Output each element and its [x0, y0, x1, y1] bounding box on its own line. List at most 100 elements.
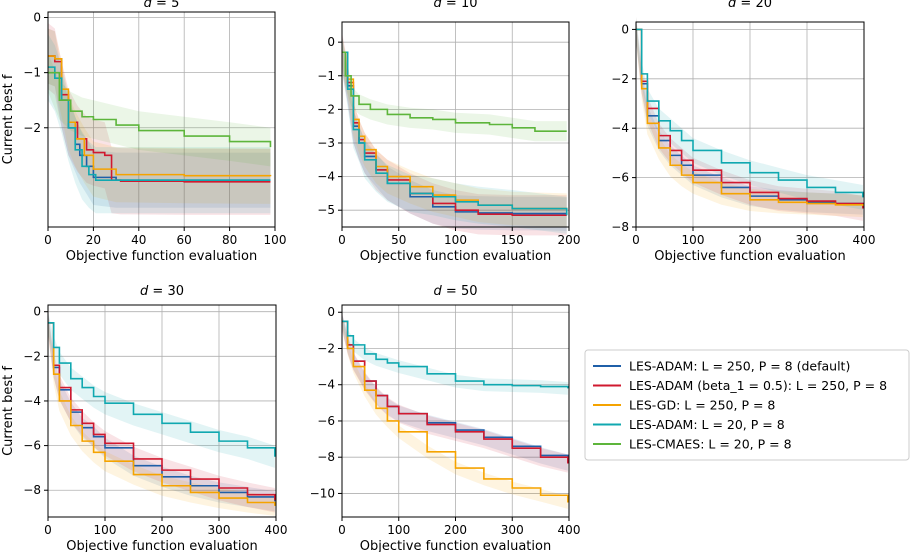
x-tick-label: 0	[338, 523, 346, 537]
y-tick-label: −4	[317, 170, 335, 184]
series-band-2	[48, 28, 271, 204]
x-axis-label: Objective function evaluation	[654, 249, 845, 264]
y-tick-label: −2	[23, 349, 41, 363]
y-tick-label: −8	[317, 450, 335, 464]
series-band-2	[342, 314, 568, 509]
y-tick-label: −2	[317, 102, 335, 116]
series-band-4	[342, 42, 567, 142]
x-tick-label: 100	[444, 233, 467, 247]
title-variable: d	[434, 0, 443, 11]
x-tick-label: 400	[558, 523, 581, 537]
y-tick-label: −6	[611, 171, 629, 185]
legend-label-1: LES-ADAM (beta_1 = 0.5): L = 250, P = 8	[629, 378, 887, 393]
x-tick-label: 400	[853, 233, 876, 247]
x-tick-label: 0	[44, 523, 52, 537]
x-tick-label: 100	[387, 523, 410, 537]
x-tick-label: 0	[338, 233, 346, 247]
x-axis-label: Objective function evaluation	[66, 539, 257, 552]
x-tick-label: 0	[632, 233, 640, 247]
x-tick-label: 200	[444, 523, 467, 537]
series-band-0	[48, 28, 271, 208]
y-axis-label: Current best f	[1, 74, 16, 164]
title-value: = 20	[736, 0, 772, 11]
subplot-4: 0 100 200 300 400 0 −2 −4 −6 −8 −10 d = 50 Objective…	[310, 284, 581, 552]
x-tick-label: 400	[265, 523, 288, 537]
legend: LES-ADAM: L = 250, P = 8 (default) LES-AD…	[584, 349, 910, 461]
axes-frame	[47, 11, 276, 228]
x-tick-label: 60	[177, 233, 192, 247]
subplot-title: d = 20	[728, 0, 772, 11]
series-line-4	[342, 51, 567, 133]
y-tick-label: −2	[611, 72, 629, 86]
y-tick-label: 0	[327, 305, 335, 319]
legend-box	[584, 349, 910, 461]
series-line-2	[48, 322, 276, 506]
x-tick-label: 200	[558, 233, 581, 247]
series-line-3	[48, 322, 276, 457]
title-variable: d	[434, 284, 443, 299]
x-tick-label: 100	[94, 523, 117, 537]
series-band-2	[636, 18, 863, 218]
x-tick-label: 200	[739, 233, 762, 247]
series-band-3	[636, 17, 863, 210]
subplot-0: 0 20 40 60 80 100 0 −1 −2 d = 5 Objective function…	[1, 0, 286, 264]
title-variable: d	[144, 0, 153, 11]
y-tick-label: −2	[23, 121, 41, 135]
subplot-title: d = 30	[140, 284, 184, 299]
series-band-2	[342, 35, 567, 227]
x-tick-label: 0	[44, 233, 52, 247]
subplot-1: 0 50 100 150 200 0 −1 −2 −3 −4 −5 d = 10 Objective f…	[317, 0, 580, 264]
y-tick-label: −8	[611, 220, 629, 234]
series-line-4	[48, 71, 272, 148]
x-tick-label: 50	[391, 233, 406, 247]
x-tick-label: 200	[151, 523, 174, 537]
series-band-0	[342, 35, 567, 232]
y-tick-label: 0	[33, 305, 41, 319]
y-tick-label: 0	[327, 35, 335, 49]
series-band-2	[48, 312, 275, 516]
y-tick-label: −4	[611, 121, 629, 135]
subplot-title: d = 5	[144, 0, 180, 11]
title-variable: d	[140, 284, 149, 299]
title-value: = 30	[148, 284, 184, 299]
x-tick-label: 20	[86, 233, 101, 247]
y-tick-label: −8	[23, 483, 41, 497]
legend-label-0: LES-ADAM: L = 250, P = 8 (default)	[629, 359, 850, 374]
subplot-2: 0 100 200 300 400 0 −2 −4 −6 −8 d = 20 Objective fu…	[611, 0, 875, 264]
y-tick-label: −10	[310, 486, 335, 500]
legend-label-3: LES-ADAM: L = 20, P = 8	[629, 417, 785, 432]
y-tick-label: −3	[317, 136, 335, 150]
x-tick-label: 100	[682, 233, 705, 247]
subplots: 0 20 40 60 80 100 0 −1 −2 d = 5 Objective function…	[1, 0, 875, 552]
x-tick-label: 300	[796, 233, 819, 247]
y-tick-label: −6	[317, 414, 335, 428]
y-tick-label: −4	[317, 378, 335, 392]
y-tick-label: −6	[23, 439, 41, 453]
y-tick-label: 0	[621, 22, 629, 36]
title-value: = 5	[152, 0, 179, 11]
y-tick-label: −4	[23, 394, 41, 408]
series-line-2	[48, 55, 272, 177]
y-tick-label: 0	[33, 11, 41, 25]
series-line-3	[342, 320, 569, 389]
series-line-3	[342, 51, 568, 216]
subplot-title: d = 50	[434, 284, 478, 299]
x-tick-label: 40	[131, 233, 146, 247]
x-tick-label: 150	[501, 233, 524, 247]
series-band-1	[342, 32, 567, 236]
legend-label-4: LES-CMAES: L = 20, P = 8	[629, 437, 792, 452]
y-tick-label: −1	[23, 66, 41, 80]
x-axis-label: Objective function evaluation	[66, 249, 257, 264]
series-line-2	[342, 320, 569, 503]
y-tick-label: −5	[317, 203, 335, 217]
title-value: = 10	[442, 0, 478, 11]
x-tick-label: 300	[501, 523, 524, 537]
series-line-2	[636, 28, 864, 207]
series-band-1	[48, 23, 271, 215]
subplot-title: d = 10	[434, 0, 478, 11]
y-tick-label: −2	[317, 341, 335, 355]
x-tick-label: 80	[222, 233, 237, 247]
title-value: = 50	[442, 284, 478, 299]
y-tick-label: −1	[317, 69, 335, 83]
